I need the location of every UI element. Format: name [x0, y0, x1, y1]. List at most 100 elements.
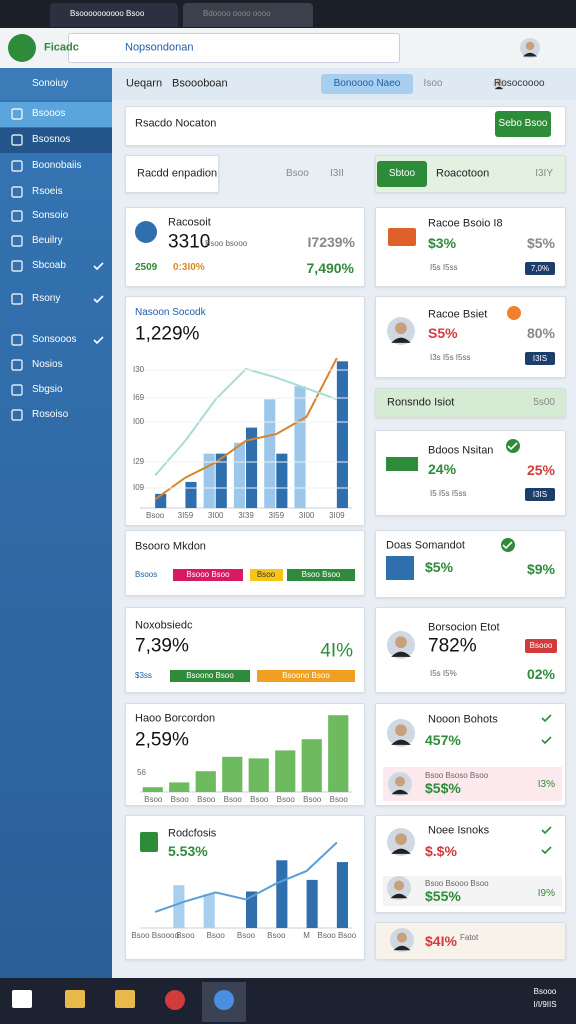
avatar-face — [395, 636, 407, 649]
label: Sonoiuy — [32, 78, 69, 89]
label: Bsooos — [32, 108, 66, 119]
bar — [301, 739, 322, 792]
x-tick-label: 3I00 — [207, 511, 224, 520]
label: 5.53% — [168, 843, 208, 859]
label: S5% — [428, 325, 458, 341]
label: 56 — [137, 768, 146, 777]
y-tick-label: I69 — [133, 393, 145, 402]
label: Sonsooos — [32, 334, 77, 345]
avatar-face — [525, 41, 535, 51]
label: Racoe Bsiet — [428, 308, 488, 321]
trend-line — [154, 357, 338, 501]
label: Bsoooboan — [172, 77, 228, 90]
label: $5$% — [425, 780, 461, 796]
avatar-body — [393, 945, 411, 951]
logo — [8, 34, 36, 62]
nav-icon — [11, 186, 23, 198]
bar — [233, 442, 245, 508]
avatar-face — [394, 776, 406, 787]
label: Haoo Borcordon — [135, 712, 216, 725]
row-strip — [383, 767, 562, 801]
check-icon — [507, 442, 518, 451]
label: 1,229% — [135, 323, 200, 345]
top-button[interactable] — [321, 74, 413, 94]
label: Bsosnos — [32, 134, 71, 145]
header-button[interactable] — [495, 111, 551, 137]
label: Ueqarn — [126, 77, 163, 90]
sidebar — [0, 68, 112, 978]
nav-icon — [11, 160, 23, 172]
x-tick-label: M — [303, 931, 310, 940]
label: Racosoit — [168, 216, 211, 229]
label: $3% — [428, 235, 457, 251]
label: I3IY — [535, 168, 553, 179]
avatar-body — [391, 848, 411, 854]
label: I5s I5% — [430, 669, 457, 678]
label: I3IS — [532, 354, 548, 363]
taskbar — [0, 978, 576, 1024]
label: 24% — [428, 461, 457, 477]
tab[interactable] — [183, 3, 313, 27]
avatar-face — [496, 80, 502, 86]
taskbar-icon — [65, 990, 85, 1008]
x-tick-label: Bsoo — [170, 795, 189, 804]
label: 80% — [526, 325, 555, 341]
label: 7,0% — [530, 264, 550, 273]
x-tick-label: Bsoo — [250, 795, 269, 804]
label: Bsoono Bsoo — [186, 671, 234, 680]
y-tick-label: I00 — [133, 417, 145, 426]
label: 4I% — [320, 640, 353, 662]
bar — [248, 758, 269, 792]
label: $5% — [526, 235, 555, 251]
label: I5 I5s I5ss — [430, 489, 467, 498]
x-tick-label: 3I59 — [268, 511, 285, 520]
label: $5% — [425, 559, 454, 575]
label: Bsoono Bsoo — [282, 671, 330, 680]
label: Bsoo — [256, 570, 276, 579]
label: Roacotoon — [436, 167, 490, 180]
label: Beuilry — [32, 235, 63, 246]
label: Sbgsio — [32, 384, 63, 395]
x-tick-label: 3I59 — [177, 511, 194, 520]
tab[interactable] — [50, 3, 178, 27]
label: Sbtoo — [388, 168, 416, 179]
check-icon — [541, 826, 552, 835]
nav-icon — [11, 359, 23, 371]
x-tick-label: Bsoo — [197, 795, 216, 804]
avatar-face — [395, 724, 407, 737]
filter-button[interactable] — [377, 161, 427, 187]
label: I5s I5ss — [430, 263, 458, 272]
card — [125, 815, 365, 960]
bar — [336, 361, 348, 508]
label: 5s00 — [533, 397, 555, 408]
avatar-face — [395, 833, 407, 846]
label: 7,39% — [135, 635, 189, 657]
label: Ficadc — [44, 41, 79, 54]
bar — [173, 885, 185, 928]
taskbar-icon — [165, 990, 185, 1010]
label: Bsoo Bsooo Bsoo — [425, 879, 489, 888]
label: Rodcfosis — [168, 827, 217, 840]
label: $3ss — [135, 671, 152, 680]
check-icon — [541, 736, 552, 745]
label: Noxobsiedc — [135, 619, 193, 632]
x-tick-label: Bsoo — [176, 931, 195, 940]
x-tick-label: Bsoo — [223, 795, 242, 804]
card — [125, 703, 365, 806]
x-tick-label: Bsoo — [267, 931, 286, 940]
taskbar-icon — [115, 990, 135, 1008]
chip — [173, 569, 243, 581]
label: $9% — [526, 561, 555, 577]
label: Rosoiso — [32, 409, 69, 420]
y-tick-label: I29 — [133, 457, 145, 466]
check-icon — [541, 846, 552, 855]
label: Sonsoio — [32, 210, 69, 221]
avatar-body — [523, 52, 537, 57]
label: Bsooo — [533, 987, 557, 996]
label: Fatot — [460, 933, 479, 942]
check-icon — [93, 262, 104, 271]
label: Bsoo bsooo — [205, 239, 248, 248]
bar — [203, 453, 215, 508]
label: I3s I5s I5ss — [430, 353, 471, 362]
